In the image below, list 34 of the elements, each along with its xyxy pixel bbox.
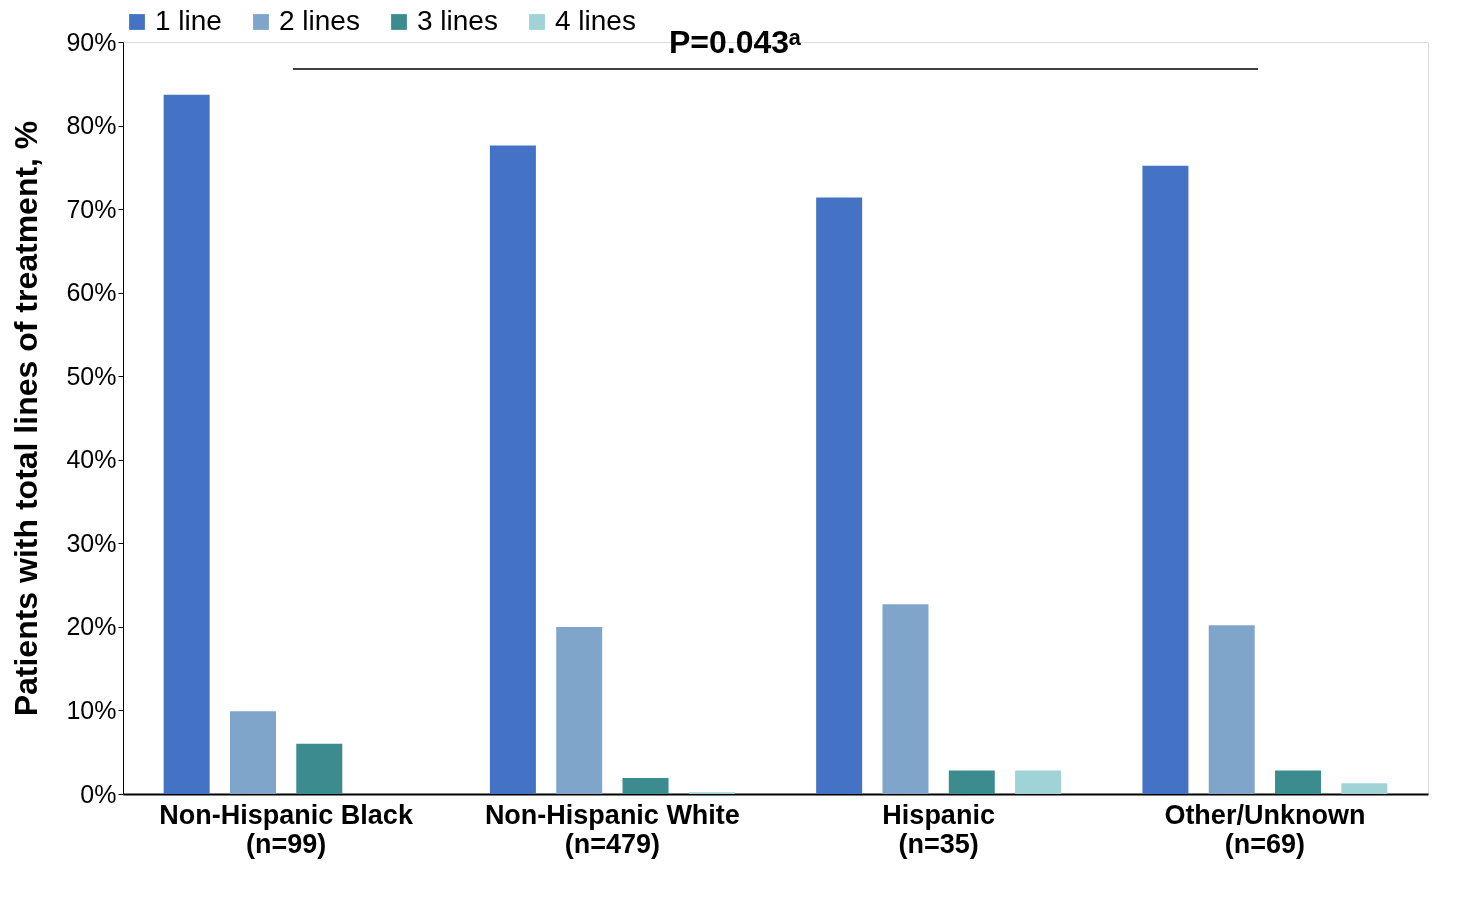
bar (1341, 783, 1388, 794)
bar (1208, 625, 1255, 794)
y-tick-label: 0% (80, 779, 117, 808)
bar (622, 778, 669, 794)
bar (1275, 770, 1322, 794)
y-axis-title: Patients with total lines of treatment, % (8, 120, 45, 717)
y-tick-label: 40% (66, 445, 117, 474)
x-tick-label: Non-Hispanic White (n=479) (484, 799, 740, 859)
legend-label: 2 lines (279, 5, 360, 36)
bar (229, 711, 276, 794)
x-tick-label: Hispanic (n=35) (882, 799, 995, 859)
bar (1015, 770, 1062, 794)
legend-label: 3 lines (417, 5, 498, 36)
bar (882, 604, 929, 794)
y-tick-label: 20% (66, 612, 117, 641)
bar (1142, 165, 1189, 794)
y-tick-label: 30% (66, 528, 117, 557)
y-tick-label: 90% (66, 27, 117, 56)
bar (556, 626, 603, 794)
bar (296, 743, 343, 794)
y-tick-label: 10% (66, 695, 117, 724)
annotation: P=0.043ᵃ (668, 24, 802, 60)
x-tick-label: Non-Hispanic Black (n=99) (159, 799, 414, 859)
bar (163, 94, 210, 794)
bar (948, 770, 995, 794)
y-tick-label: 80% (66, 111, 117, 140)
legend-label: 4 lines (555, 5, 636, 36)
x-tick-label: Other/Unknown (n=69) (1164, 799, 1366, 859)
bar (489, 145, 536, 794)
bar (816, 197, 863, 794)
y-tick-label: 60% (66, 278, 117, 307)
legend-label: 1 line (155, 5, 222, 36)
y-tick-label: 70% (66, 194, 117, 223)
y-tick-label: 50% (66, 361, 117, 390)
